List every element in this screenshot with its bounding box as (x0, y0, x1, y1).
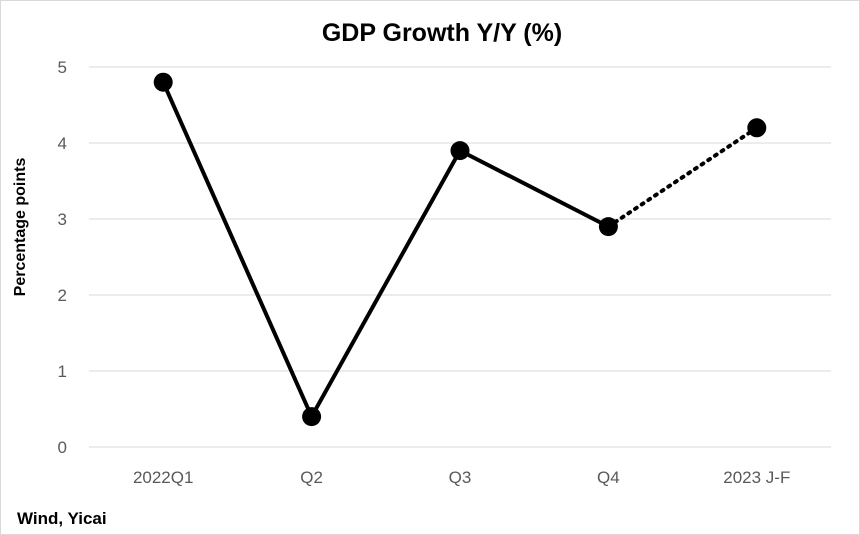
x-tick-label: Q3 (449, 468, 472, 487)
y-tick-label: 2 (58, 286, 67, 305)
line-segment (161, 81, 314, 418)
series-points (153, 72, 767, 427)
y-tick-label: 3 (58, 210, 67, 229)
x-tick-label: Q2 (300, 468, 323, 487)
chart-title: GDP Growth Y/Y (%) (322, 19, 562, 47)
y-tick-label: 5 (58, 58, 67, 77)
y-axis-ticks: 0 1 2 3 4 5 (58, 58, 67, 457)
x-tick-label: 2022Q1 (133, 468, 194, 487)
data-point (450, 141, 470, 161)
data-point (598, 217, 618, 237)
line-segment (459, 148, 610, 229)
x-axis-ticks: 2022Q1 Q2 Q3 Q4 2023 J-F (133, 468, 790, 487)
y-tick-label: 4 (58, 134, 67, 153)
x-tick-label: 2023 J-F (723, 468, 790, 487)
series-line (161, 81, 759, 418)
y-axis-label: Percentage points (12, 158, 29, 297)
data-point (153, 72, 173, 92)
y-tick-label: 1 (58, 362, 67, 381)
source-note: Wind, Yicai (17, 509, 107, 528)
data-point (302, 407, 322, 427)
line-segment-dotted (606, 125, 759, 229)
line-segment (309, 149, 462, 418)
x-tick-label: Q4 (597, 468, 620, 487)
gridlines (89, 66, 831, 448)
data-point (747, 118, 767, 138)
y-tick-label: 0 (58, 438, 67, 457)
